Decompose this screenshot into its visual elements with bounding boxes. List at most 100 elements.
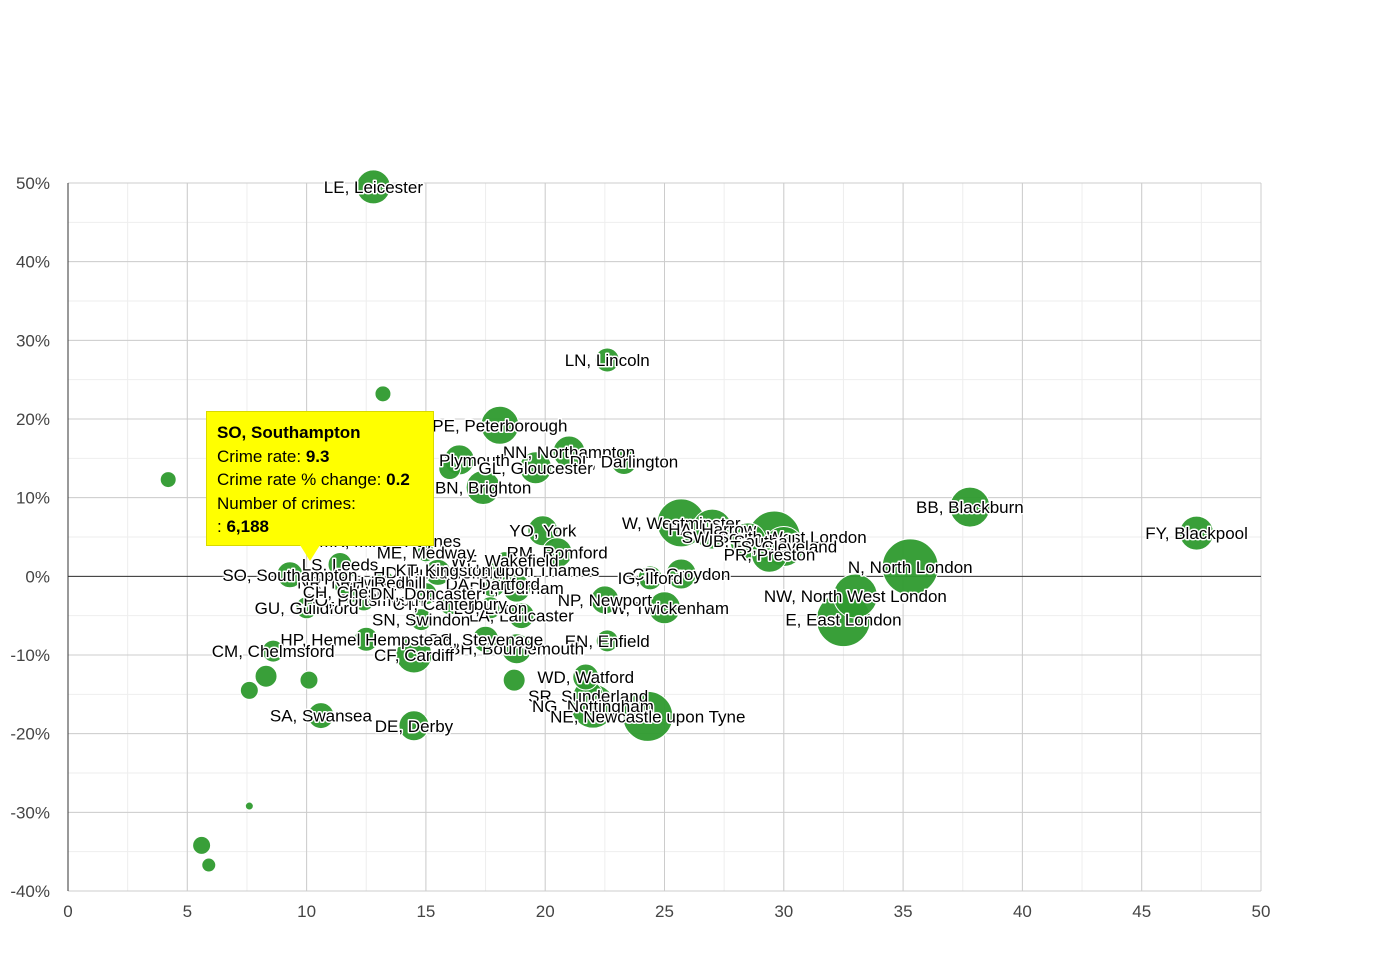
x-tick-label: 5 [183, 902, 192, 921]
bubble-label: ME, Medway [377, 544, 476, 563]
bubble-point[interactable] [594, 347, 620, 373]
bubble-point[interactable] [637, 565, 663, 591]
bubble-label: LU, Luton [453, 599, 527, 618]
bubble-point[interactable] [648, 591, 681, 625]
bubble-point[interactable] [295, 596, 319, 620]
bubble-point[interactable] [395, 636, 433, 674]
bubble-label: UB, Southall [701, 532, 796, 551]
y-tick-label: -30% [10, 803, 50, 822]
bubble-point[interactable] [374, 385, 392, 403]
bubble-label: NN, Northampton [503, 443, 635, 462]
y-tick-label: -20% [10, 725, 50, 744]
bubble-point[interactable] [519, 451, 553, 485]
bubble-label: CM, Chelmsford [212, 642, 335, 661]
bubble-label: KT, Kingston upon Thames [396, 561, 600, 580]
bubble-point[interactable] [424, 558, 452, 586]
bubble-point[interactable] [254, 664, 278, 688]
bubble-label: PR, Preston [724, 545, 816, 564]
bubble-label: WD, Watford [537, 668, 634, 687]
bubble-label: TS, Cleveland [730, 537, 837, 556]
bubble-label: GU, Guildford [255, 599, 359, 618]
tooltip-crimes-prefix: : [217, 517, 222, 536]
bubble-label: DL, Darlington [570, 452, 679, 471]
bubble-point[interactable] [465, 469, 501, 505]
bubble-point[interactable] [239, 680, 259, 700]
bubble-point[interactable] [478, 596, 502, 620]
bubble-label: N, North London [848, 558, 973, 577]
bubble-label: PE, Peterborough [432, 416, 567, 435]
bubble-point[interactable] [244, 801, 254, 811]
bubble-point[interactable] [1179, 515, 1215, 551]
bubble-label: HD, Huddersfield [373, 563, 502, 582]
bubble-point[interactable] [409, 608, 433, 632]
bubble-point[interactable] [480, 405, 520, 445]
bubble-point[interactable] [495, 551, 515, 571]
bubbles [159, 169, 1215, 873]
y-tick-label: 50% [16, 174, 50, 193]
tooltip-crimes-value: 6,188 [226, 517, 270, 536]
bubble-point[interactable] [881, 538, 939, 596]
bubble-point[interactable] [541, 537, 573, 569]
bubble-point[interactable] [307, 702, 335, 730]
bubble-point[interactable] [527, 515, 559, 547]
bubble-label: DE, Derby [375, 717, 454, 736]
bubble-label: NR, Norwich [297, 574, 392, 593]
y-tick-label: -40% [10, 882, 50, 901]
tooltip-crime-rate-value: 9.3 [305, 446, 330, 466]
bubble-point[interactable] [622, 690, 674, 742]
bubble-point[interactable] [338, 580, 362, 604]
bubble-label: HP, Hemel Hempstead [280, 630, 452, 649]
bubble-point[interactable] [502, 668, 526, 692]
bubble-point[interactable] [501, 633, 533, 665]
bubble-label: W, Westminster [622, 514, 741, 533]
bubble-label: SN, Swindon [372, 611, 470, 630]
bubble-label: CT, Canterbury [393, 595, 508, 614]
bubble-label: DA, Dartford [445, 575, 539, 594]
bubble-point[interactable] [610, 447, 638, 475]
bubble-point[interactable] [276, 561, 304, 589]
bubble-point[interactable] [691, 508, 733, 550]
bubble-point[interactable] [355, 169, 391, 205]
bubble-label: NW, North West London [764, 587, 947, 606]
bubble-label: RH, Redhill [340, 574, 426, 593]
bubble-point[interactable] [590, 585, 620, 615]
bubble-point[interactable] [665, 558, 697, 590]
bubble-label: LA, Lancaster [469, 607, 574, 626]
bubble-label: BB, Blackburn [916, 498, 1024, 517]
bubble-labels: LE, Leicester LN, Lincoln PE, Peterborough… [210, 176, 1249, 737]
bubble-label: E, East London [785, 611, 901, 630]
bubble-point[interactable] [398, 710, 430, 742]
bubble-point[interactable] [414, 582, 438, 606]
bubble-point[interactable] [192, 835, 212, 855]
bubble-point[interactable] [261, 639, 285, 663]
bubble-point[interactable] [595, 629, 619, 653]
bubble-label: EN, Enfield [565, 632, 650, 651]
bubble-point[interactable] [299, 670, 319, 690]
bubble-label: SG, Stevenage [428, 630, 543, 649]
bubble-label: DN, Doncaster [370, 585, 482, 604]
bubble-point[interactable] [949, 486, 991, 528]
bubble-label: DH, Durham [469, 579, 563, 598]
y-tick-label: 10% [16, 489, 50, 508]
bubble-label: NE, Newcastle upon Tyne [550, 707, 745, 726]
bubble-point[interactable] [353, 626, 379, 652]
bubble-point[interactable] [438, 457, 462, 481]
bubble-point[interactable] [572, 663, 600, 691]
x-tick-label: 20 [536, 902, 555, 921]
bubble-point[interactable] [472, 625, 500, 653]
bubble-label: TW, Twickenham [600, 599, 729, 618]
bubble-point[interactable] [366, 572, 390, 596]
bubble-point[interactable] [552, 435, 586, 469]
bubble-point[interactable] [201, 857, 217, 873]
x-tick-label: 30 [774, 902, 793, 921]
tooltip-crime-rate-label: Crime rate: [217, 446, 302, 466]
bubble-point[interactable] [438, 592, 462, 616]
bubble-point[interactable] [507, 602, 535, 630]
bubble-point[interactable] [832, 573, 878, 619]
bubble-label: NG, Nottingham [532, 697, 654, 716]
x-tick-label: 45 [1132, 902, 1151, 921]
bubble-point[interactable] [159, 471, 177, 489]
bubble-label: LE, Leicester [324, 178, 424, 197]
bubble-point[interactable] [750, 535, 788, 573]
